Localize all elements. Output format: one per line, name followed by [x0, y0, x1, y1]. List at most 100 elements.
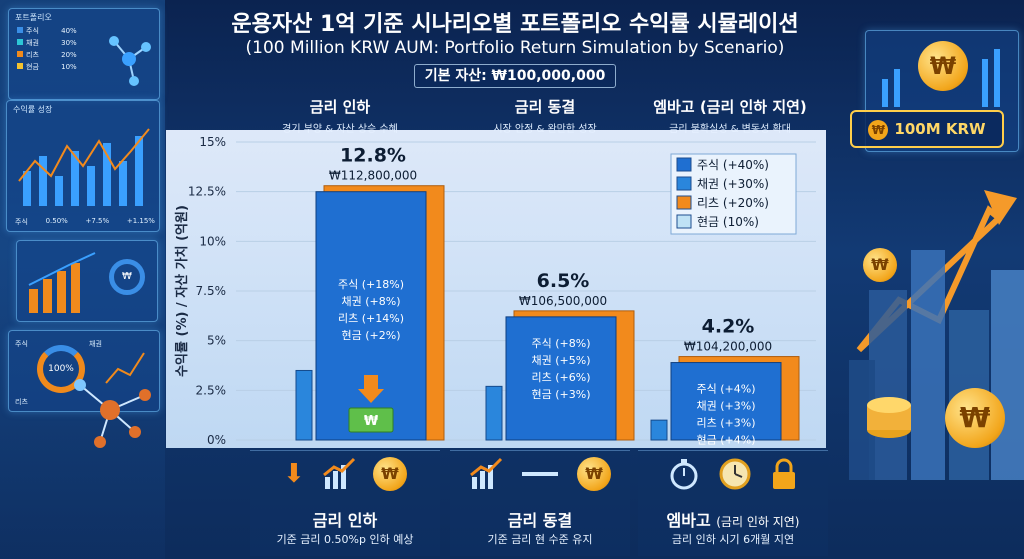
page-subtitle: (100 Million KRW AUM: Portfolio Return S… [245, 38, 785, 58]
breakdown-label: 현금 (+2%) [342, 329, 401, 342]
icon-row [638, 457, 828, 499]
scenario-name: 금리 인하 [309, 98, 371, 116]
breakdown-label: 주식 (+8%) [532, 337, 591, 350]
won-coin-icon: ₩ [918, 41, 968, 91]
won-donut-icon: ₩ [109, 259, 145, 295]
scenario-header-cut: 금리 인하 경기 부양 & 자산 상승 수혜 [240, 96, 440, 135]
breakdown-label: 리츠 (+3%) [697, 417, 756, 430]
aum-badge: ₩100M KRW [850, 110, 1004, 148]
left-dashboard-panel: 포트폴리오 주식 40% 채권 30% 리츠 20% 현금 10% 수익률 성장… [0, 0, 165, 559]
right-decoration-panel: ₩ ₩ ₩ [849, 0, 1024, 559]
y-tick-label: 15% [199, 135, 226, 149]
scenario-name: 엠바고 (금리 인하 지연) [653, 98, 807, 116]
portfolio-mini-title: 포트폴리오 [15, 13, 52, 22]
breakdown-label: 리츠 (+6%) [532, 371, 591, 384]
portfolio-mini-item: 채권 30% [17, 37, 77, 49]
y-tick-label: 2.5% [196, 383, 227, 397]
won-coin-large-icon: ₩ [945, 388, 1005, 448]
breakdown-label: 채권 (+5%) [532, 354, 591, 367]
allocation-donut: 100% [37, 345, 85, 393]
flat-line-icon [522, 472, 558, 476]
icon-row: ⬇ ₩ [250, 457, 440, 499]
city-growth-illustration [849, 190, 1024, 480]
breakdown-label: 리츠 (+14%) [338, 312, 404, 325]
asset-value-label: ₩104,200,000 [684, 340, 772, 354]
icon-row: ₩ [450, 457, 630, 499]
portfolio-mini-item: 주식 40% [17, 25, 77, 37]
legend-box [670, 153, 797, 235]
aum-badge-label: 100M KRW [894, 120, 986, 138]
scenario-name: 금리 동결 [514, 98, 576, 116]
page-title: 운용자산 1억 기준 시나리오별 포트폴리오 수익률 시뮬레이션 [231, 12, 799, 37]
portfolio-mini-legend: 주식 40% 채권 30% 리츠 20% 현금 10% [17, 25, 77, 73]
side-bar [650, 419, 668, 441]
mini-line-icon [105, 352, 145, 384]
breakdown-label: 현금 (+4%) [697, 434, 756, 447]
money-bill-symbol: ₩ [364, 414, 379, 429]
bottom-scenario-desc: 금리 인하 시기 6개월 지연 [671, 533, 795, 546]
base-asset-badge: 기본 자산: ₩100,000,000 [414, 64, 616, 88]
arrow-down-icon [358, 375, 384, 403]
legend-swatch [676, 195, 692, 210]
won-coin-icon: ₩ [372, 457, 407, 491]
scenario-desc: 시장 안정 & 완만한 성장 [445, 120, 645, 135]
clock-icon [719, 458, 751, 490]
money-bill-icon [348, 407, 394, 433]
breakdown-label: 현금 (+3%) [532, 388, 591, 401]
donut-label: 채권 [89, 340, 102, 348]
y-axis-label: 수익률 (%) / 자산 가치 (억원) [174, 205, 190, 377]
scenario-header-hold: 금리 동결 시장 안정 & 완만한 성장 [445, 96, 645, 135]
portfolio-mini-item: 현금 10% [17, 61, 77, 73]
breakdown-label: 주식 (+4%) [697, 383, 756, 396]
growth-mini-title: 수익률 성장 [13, 105, 53, 114]
scenario-desc: 경기 부양 & 자산 상승 수혜 [240, 120, 440, 135]
asset-value-label: ₩106,500,000 [519, 294, 607, 308]
legend-label: 현금 (10%) [697, 215, 759, 229]
breakdown-label: 채권 (+8%) [342, 295, 401, 308]
won-coin-icon: ₩ [577, 457, 612, 491]
y-tick-label: 10% [199, 234, 226, 248]
y-tick-label: 12.5% [188, 185, 226, 199]
lock-icon [773, 458, 796, 489]
legend-label: 리츠 (+20%) [697, 196, 769, 210]
bottom-card-embargo: 엠바고 (금리 인하 지연) 금리 인하 시기 6개월 지연 [638, 450, 828, 556]
won-badge-icon: ₩ [868, 119, 889, 140]
chart-panel: 0% 2.5% 5% 7.5% 10% 12.5% 15% 수익률 (%) / 자산 가치 (… [166, 130, 826, 448]
bottom-card-cut: ⬇ ₩ 금리 인하 기준 금리 0.50%p 인하 예상 [250, 450, 440, 556]
molecule-icon [109, 36, 151, 86]
value-label: 12.8% [340, 145, 406, 167]
stopwatch-icon [670, 459, 698, 490]
won-coin-small-icon: ₩ [863, 248, 897, 282]
legend-swatch [676, 176, 692, 191]
growth-mini-card: 수익률 성장 주식 0.50% +7.5% +1.15% [6, 100, 160, 232]
growth-chart-icon [322, 457, 355, 489]
value-label: 6.5% [537, 270, 590, 292]
legend-swatch [676, 214, 692, 229]
donut-mini-card: 100% 주식 채권 리츠 [8, 330, 160, 412]
bottom-scenario-desc: 기준 금리 현 수준 유지 [487, 533, 593, 546]
value-label: 4.2% [702, 316, 755, 338]
donut-label: 주식 [15, 340, 28, 348]
bottom-scenario-name: 금리 동결 [507, 511, 573, 530]
legend-label: 주식 (+40%) [697, 158, 769, 172]
orange-molecule-icon [74, 379, 151, 448]
return-bar-chart: 0% 2.5% 5% 7.5% 10% 12.5% 15% 수익률 (%) / 자산 가치 (… [174, 135, 816, 447]
bottom-scenario-name: 금리 인하 [312, 511, 378, 530]
bar-mini-card: ₩ [16, 240, 158, 322]
legend-label: 채권 (+30%) [697, 177, 769, 191]
bottom-card-hold: ₩ 금리 동결 기준 금리 현 수준 유지 [450, 450, 630, 556]
y-tick-label: 0% [207, 433, 226, 447]
bar-mini-chart [28, 252, 96, 313]
bottom-scenario-desc: 기준 금리 0.50%p 인하 예상 [276, 533, 414, 546]
breakdown-label: 주식 (+18%) [338, 278, 404, 291]
main-bar [670, 362, 782, 441]
scenario-header-embargo: 엠바고 (금리 인하 지연) 금리 불확실성 & 변동성 확대 [625, 96, 835, 135]
side-bar [485, 385, 503, 441]
side-bar [295, 369, 313, 441]
right-mini-bars [882, 49, 1000, 107]
growth-mini-labels: 주식 0.50% +7.5% +1.15% [15, 217, 155, 226]
portfolio-mini-item: 리츠 20% [17, 49, 77, 61]
legend-swatch [676, 157, 692, 172]
donut-label: 리츠 [15, 398, 28, 406]
scenario-desc: 금리 불확실성 & 변동성 확대 [625, 120, 835, 135]
